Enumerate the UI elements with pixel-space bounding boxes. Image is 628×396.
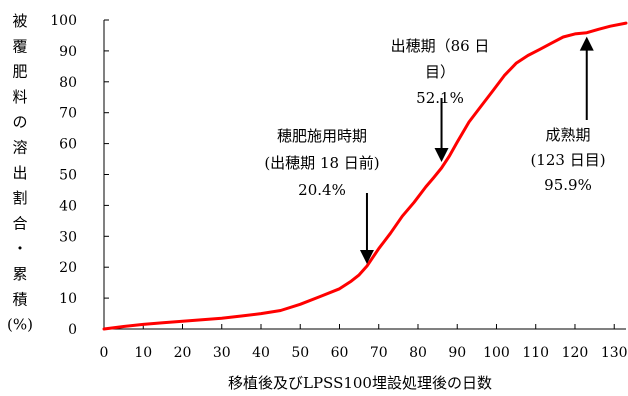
x-tick-label: 110 [522, 345, 549, 361]
annotation-heading-application: 20.4% [298, 181, 346, 199]
arrow-head [434, 148, 449, 163]
annotation-maturity: (123 日目) [530, 151, 605, 169]
y-axis-label-char: の [12, 113, 27, 131]
x-tick-label: 90 [448, 345, 466, 361]
annotation-heading-application: (出穂期 18 日前) [264, 154, 379, 172]
x-tick-label: 0 [100, 345, 109, 361]
annotation-maturity: 95.9% [544, 176, 592, 194]
x-tick-label: 60 [331, 345, 349, 361]
y-axis-label-char: ・ [12, 240, 27, 258]
x-axis-label: 移植後及びLPSS100埋設処理後の日数 [228, 374, 492, 392]
x-tick-label: 120 [562, 345, 589, 361]
y-tick-label: 10 [59, 291, 77, 307]
y-tick-label: 0 [68, 322, 77, 338]
y-axis-label-char: 料 [12, 88, 27, 106]
x-tick-label: 40 [252, 345, 270, 361]
y-axis-label-char: 合 [12, 214, 27, 232]
annotations: 穂肥施用時期 (出穂期 18 日前) 20.4% 出穂期（86 日目） 52.1% 成熟期… [264, 37, 605, 199]
x-tick-label: 10 [134, 345, 152, 361]
y-tick-label: 40 [59, 198, 77, 214]
y-tick-label: 100 [50, 13, 77, 29]
y-axis-label-char: 肥 [12, 63, 27, 81]
annotation-heading-stage: 52.1% [416, 89, 464, 107]
arrow-head [579, 36, 594, 51]
x-tick-label: 20 [174, 345, 192, 361]
y-axis-label-char: 溶 [12, 139, 27, 157]
y-axis-label-char: 累 [12, 265, 27, 283]
y-tick-label: 30 [59, 229, 77, 245]
series-line [102, 21, 628, 331]
x-tick-label: 30 [213, 345, 231, 361]
annotation-heading-application: 穂肥施用時期 [277, 127, 367, 145]
y-tick-label: 60 [59, 137, 77, 153]
y-axis-label-char: 被 [12, 12, 27, 30]
y-tick-label: 70 [59, 106, 77, 122]
x-tick-label: 130 [601, 345, 628, 361]
arrow-head [359, 249, 374, 264]
y-axis-label-char: 覆 [12, 37, 27, 55]
x-tick-label: 100 [483, 345, 510, 361]
x-tick-label: 80 [409, 345, 427, 361]
annotation-heading-stage: 出穂期（86 日 [391, 37, 490, 55]
y-axis-label-char: 出 [12, 164, 27, 182]
annotation-arrows [359, 36, 594, 264]
y-tick-label: 90 [59, 44, 77, 60]
x-tick-label: 70 [370, 345, 388, 361]
y-tick-label: 20 [59, 260, 77, 276]
y-axis-label-char: (%) [7, 316, 33, 334]
y-tick-label: 80 [59, 75, 77, 91]
y-axis-label-char: 積 [12, 290, 27, 308]
annotation-maturity: 成熟期 [545, 126, 590, 144]
axes [103, 20, 626, 330]
annotation-heading-stage: 目） [425, 63, 455, 81]
y-tick-label: 50 [59, 168, 77, 184]
tick-labels: 0 10 20 30 40 50 60 70 80 90 100 0 10 20 30 40 50 60 70 80 9… [50, 13, 627, 361]
x-tick-label: 50 [291, 345, 309, 361]
y-axis-label-char: 割 [12, 189, 27, 207]
